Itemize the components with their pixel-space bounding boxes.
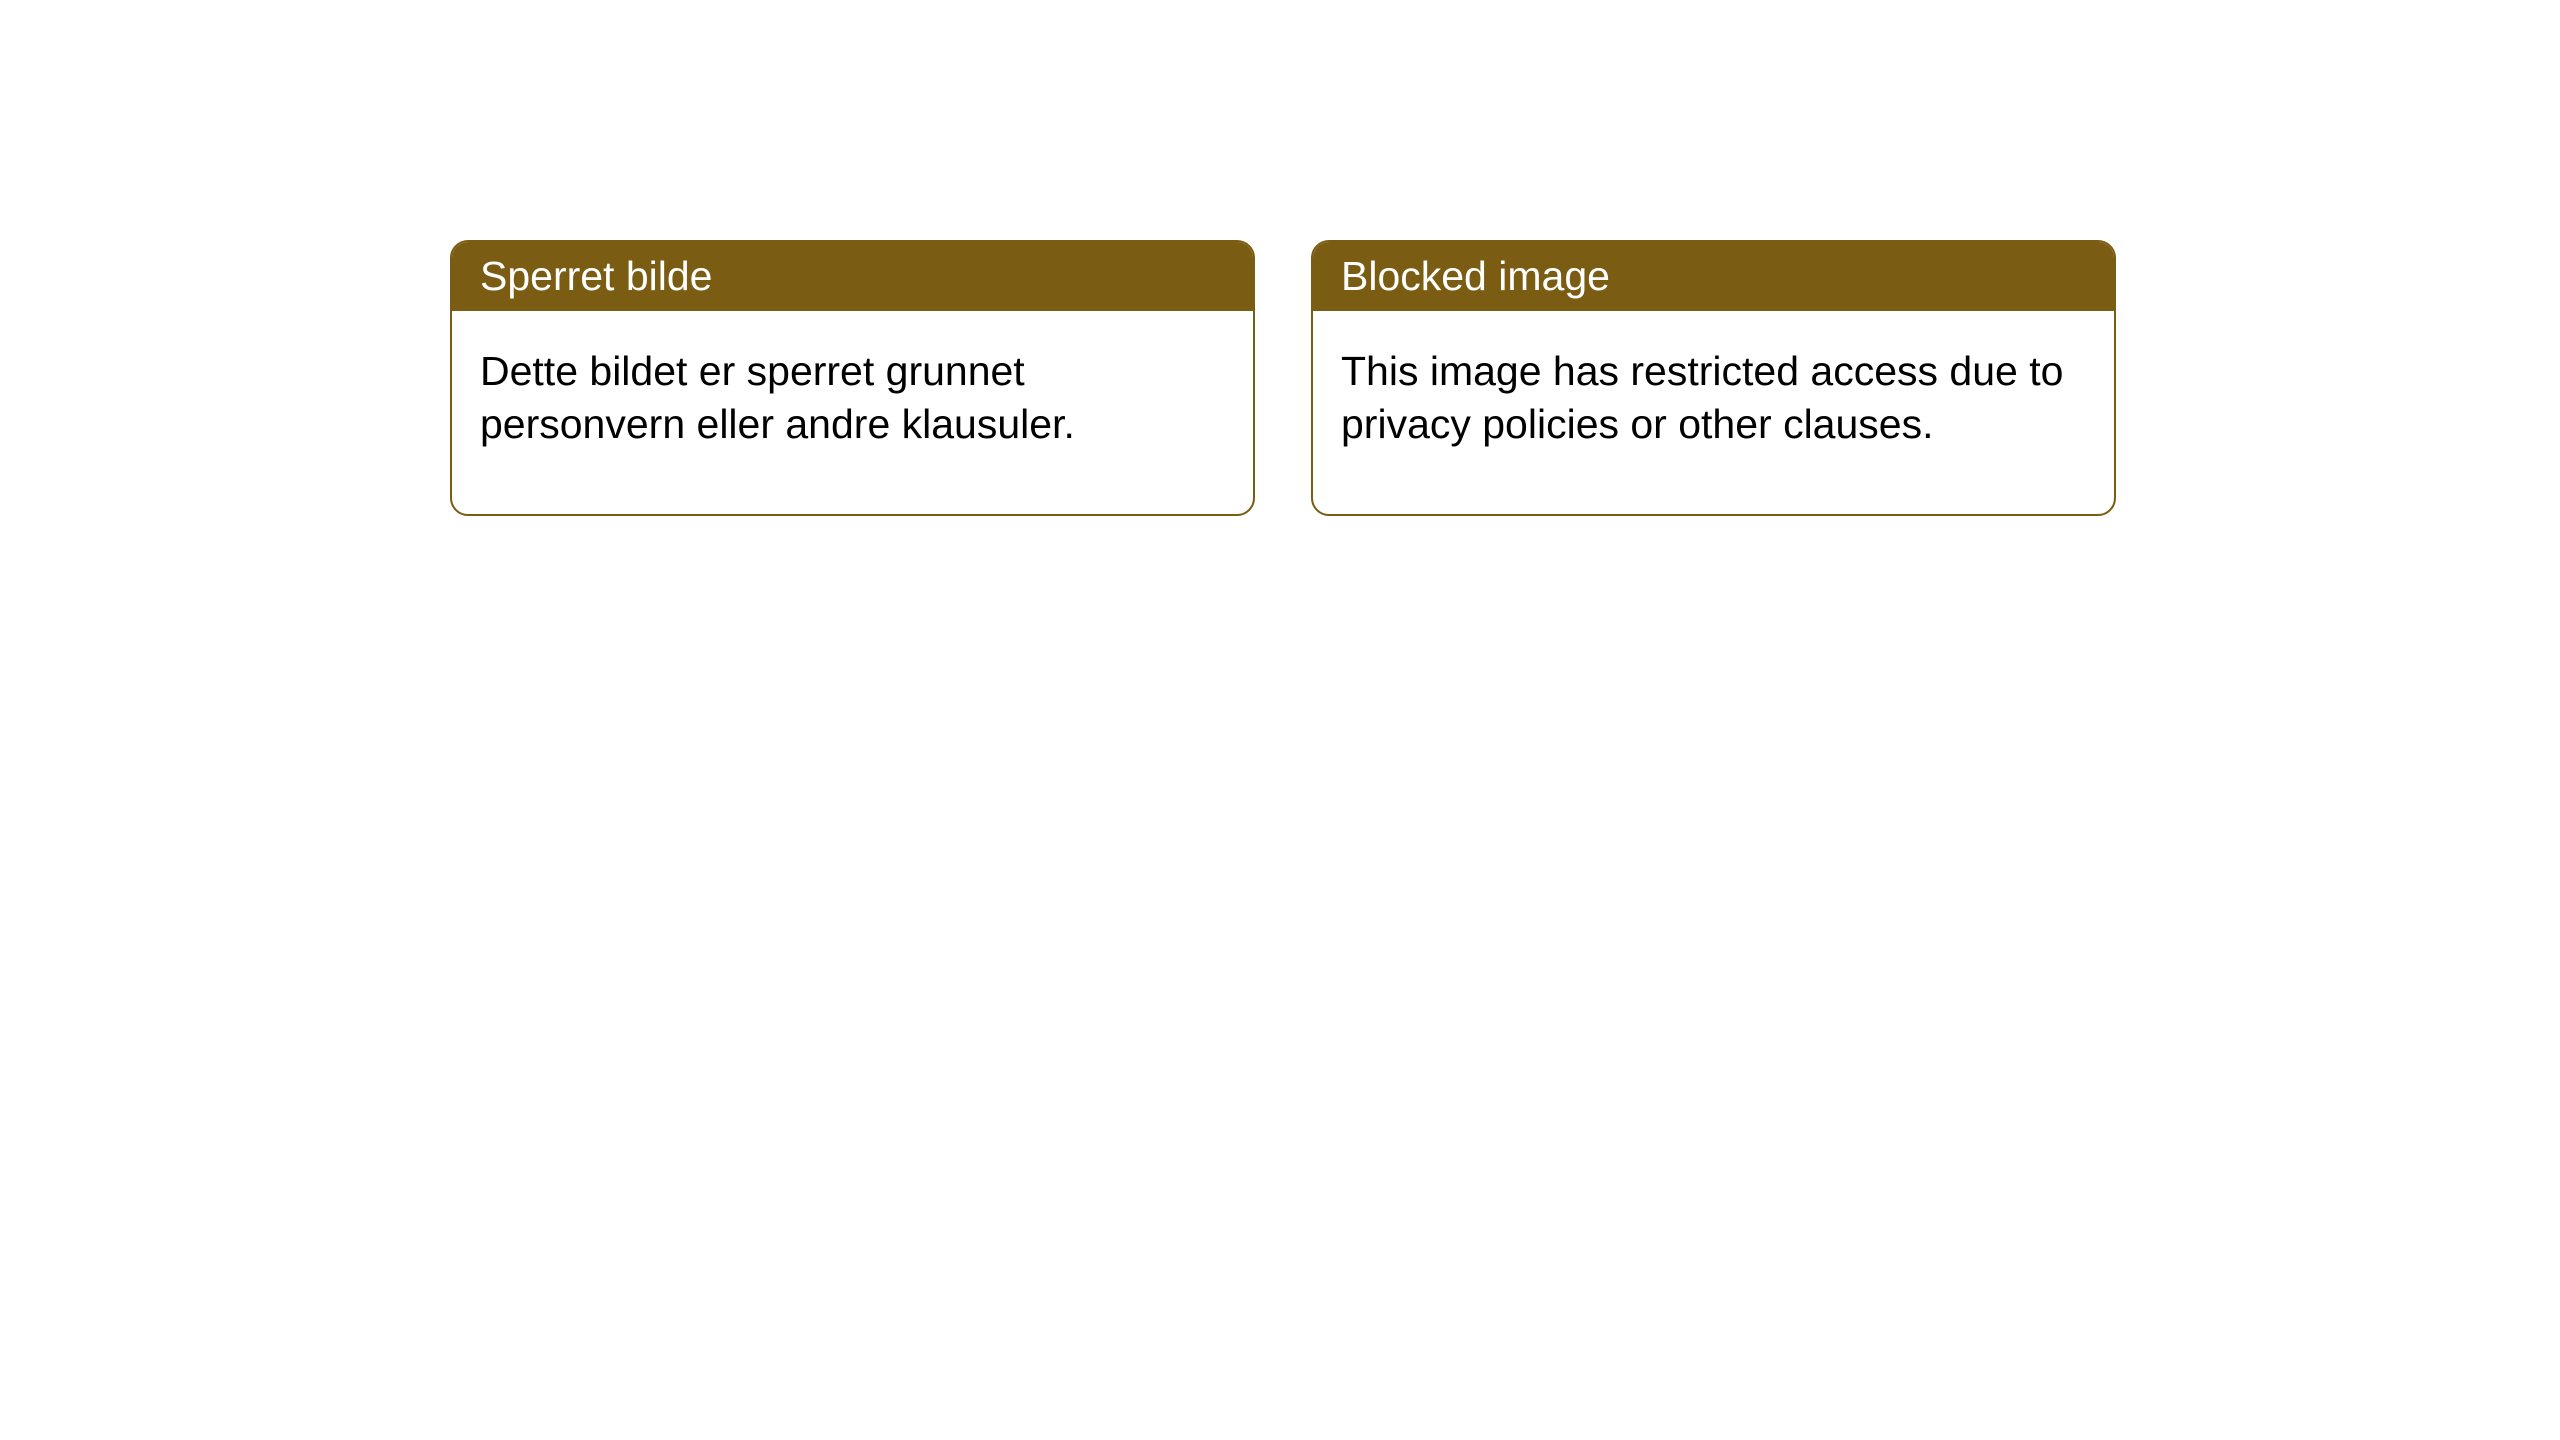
card-body-text: This image has restricted access due to …: [1341, 348, 2063, 447]
card-title: Blocked image: [1341, 253, 1610, 299]
card-body: This image has restricted access due to …: [1313, 311, 2114, 514]
notice-card-norwegian: Sperret bilde Dette bildet er sperret gr…: [450, 240, 1255, 516]
notice-cards-container: Sperret bilde Dette bildet er sperret gr…: [450, 240, 2116, 516]
card-header: Blocked image: [1313, 242, 2114, 311]
card-header: Sperret bilde: [452, 242, 1253, 311]
notice-card-english: Blocked image This image has restricted …: [1311, 240, 2116, 516]
card-body-text: Dette bildet er sperret grunnet personve…: [480, 348, 1075, 447]
card-title: Sperret bilde: [480, 253, 712, 299]
card-body: Dette bildet er sperret grunnet personve…: [452, 311, 1253, 514]
